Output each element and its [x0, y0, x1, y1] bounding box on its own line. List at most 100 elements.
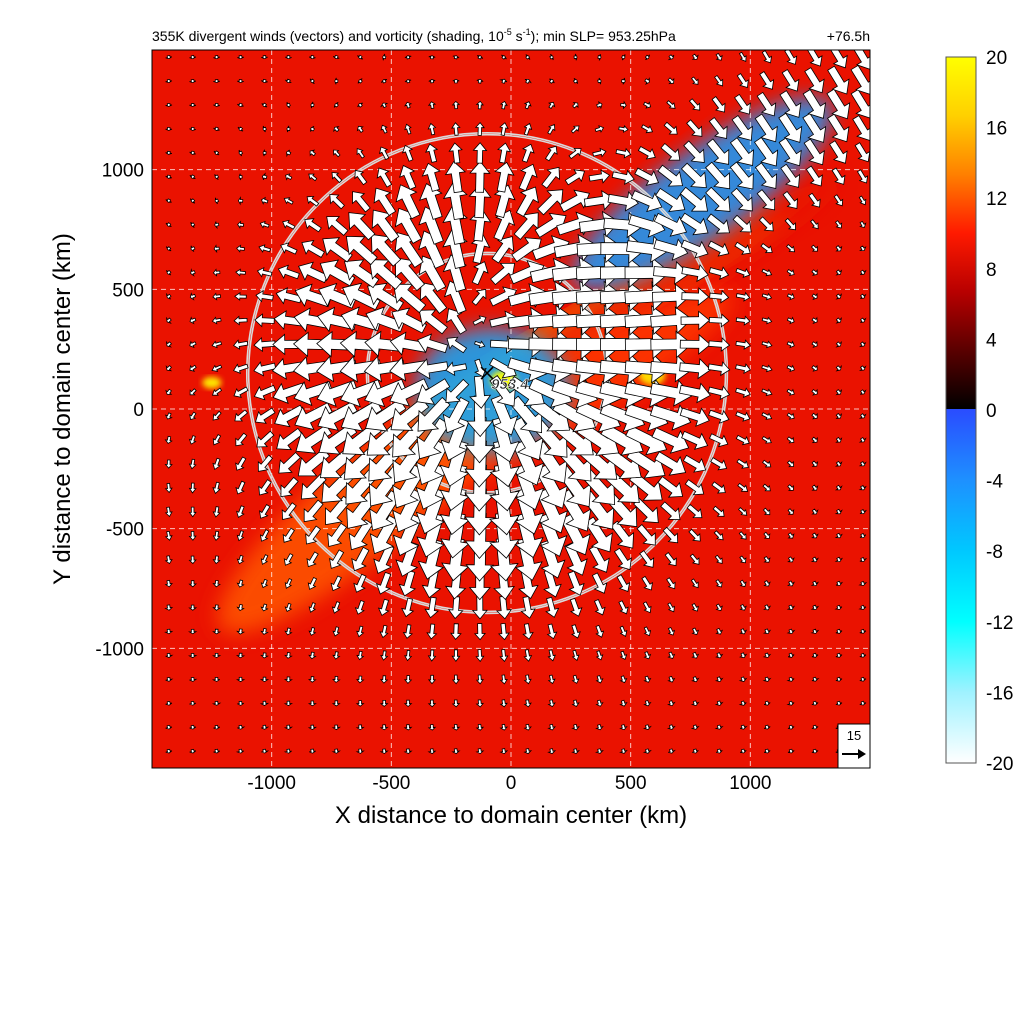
wind-vector — [762, 676, 772, 682]
colorbar-frame — [945, 56, 977, 764]
wind-vector — [212, 410, 222, 421]
wind-vector — [499, 100, 508, 110]
wind-vector — [394, 232, 424, 269]
wind-vector — [189, 340, 197, 349]
wind-vector — [834, 484, 843, 491]
wind-vector — [471, 261, 489, 286]
wind-vector — [284, 627, 293, 636]
wind-vector — [254, 407, 276, 424]
wind-vector — [735, 339, 751, 350]
wind-vector — [236, 604, 245, 612]
wind-vector — [835, 412, 843, 420]
wind-vector — [650, 306, 693, 334]
wind-vector — [735, 267, 751, 278]
wind-vector — [375, 571, 392, 595]
wind-vector — [257, 454, 274, 472]
wind-vector — [427, 674, 437, 685]
wind-vector — [332, 54, 340, 60]
wind-vector — [356, 148, 365, 159]
wind-vector — [444, 160, 467, 194]
wind-vector — [708, 266, 730, 280]
wind-vector — [379, 624, 389, 639]
wind-vector — [713, 530, 724, 541]
wind-vector — [283, 197, 294, 205]
wind-vector — [329, 194, 345, 210]
wind-vector — [756, 189, 776, 211]
wind-vector — [667, 651, 676, 659]
wind-vector — [370, 234, 402, 267]
wind-vector — [325, 495, 351, 526]
wind-vector — [688, 528, 701, 542]
wind-vector — [284, 652, 293, 659]
wind-vector — [780, 163, 801, 188]
wind-vector — [235, 480, 246, 495]
wind-vector — [763, 555, 771, 563]
wind-vector — [729, 137, 754, 166]
wind-vector — [499, 649, 509, 663]
wind-vector — [666, 724, 676, 730]
wind-vector — [356, 675, 365, 684]
wind-vector — [787, 484, 794, 491]
wind-vector — [680, 162, 707, 189]
wind-vector — [714, 724, 724, 730]
wind-vector — [373, 543, 395, 574]
wind-vector — [787, 532, 795, 539]
wind-vector — [518, 163, 538, 192]
wind-vector — [662, 526, 679, 544]
wind-vector — [667, 602, 675, 613]
wind-vector — [377, 598, 390, 616]
wind-vector — [233, 315, 248, 326]
wind-vector — [253, 384, 277, 401]
wind-vector — [259, 220, 270, 229]
wind-vector — [188, 506, 197, 518]
wind-vector — [707, 385, 731, 401]
wind-vector — [803, 138, 825, 166]
wind-vector — [165, 246, 172, 252]
wind-vector — [211, 676, 221, 682]
wind-vector — [690, 700, 700, 707]
wind-vector — [165, 198, 172, 203]
wind-vector — [260, 554, 269, 565]
wind-vector — [762, 652, 772, 658]
wind-vector — [835, 436, 843, 443]
wind-vector — [297, 448, 331, 477]
wind-vector — [786, 604, 796, 611]
wind-vector — [641, 575, 653, 591]
wind-vector — [651, 283, 691, 310]
wind-vector — [786, 412, 795, 420]
wind-vector — [213, 126, 220, 131]
wind-vector — [331, 724, 341, 731]
wind-vector — [681, 263, 709, 283]
wind-vector — [256, 430, 275, 448]
wind-vector — [691, 602, 699, 612]
wind-vector — [309, 78, 315, 84]
wind-vector — [447, 596, 464, 620]
wind-vector — [596, 101, 603, 110]
wind-vector — [211, 700, 222, 706]
wind-vector — [618, 600, 629, 615]
wind-vector — [571, 649, 580, 662]
wind-vector — [494, 161, 515, 193]
wind-vector — [667, 626, 676, 636]
wind-vector — [549, 53, 554, 61]
wind-vector — [379, 724, 389, 731]
wind-vector — [165, 174, 172, 179]
wind-vector — [520, 596, 536, 619]
wind-vector — [262, 149, 267, 157]
wind-vector — [237, 220, 245, 230]
wind-vector — [212, 530, 221, 541]
wind-vector — [308, 651, 317, 660]
wind-vector — [835, 389, 843, 396]
wind-vector — [859, 220, 867, 228]
wind-vector — [188, 652, 198, 659]
wind-vector — [810, 604, 820, 611]
wind-vector — [593, 598, 606, 616]
x-axis-ticks: -1000 -500 0 500 1000 — [247, 773, 771, 794]
wind-vector — [786, 580, 795, 587]
wind-vector — [523, 674, 532, 685]
wind-vector — [188, 482, 197, 494]
y-tick-label: 500 — [112, 280, 144, 301]
wind-vector — [214, 221, 220, 230]
wind-vector — [284, 602, 293, 612]
wind-vector — [327, 522, 348, 548]
